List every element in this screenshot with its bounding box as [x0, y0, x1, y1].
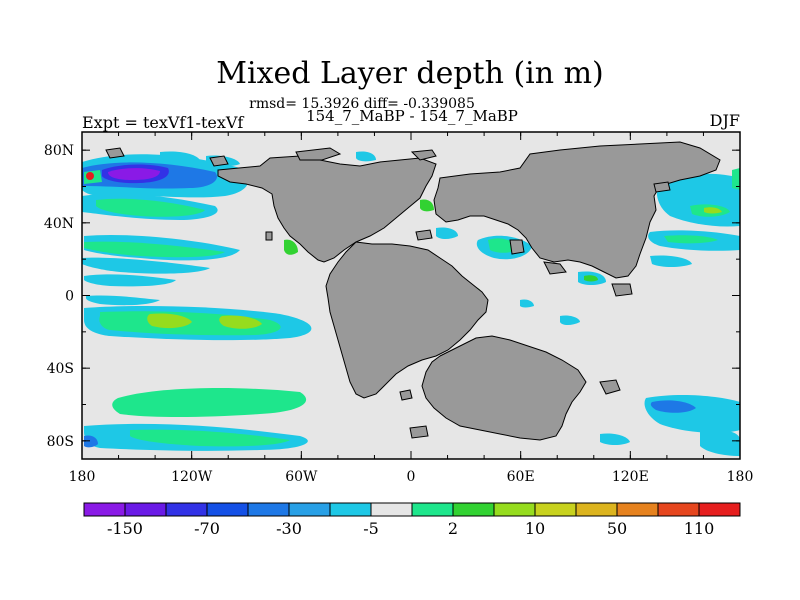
colorbar-label: 2 [448, 519, 458, 538]
colorbar-swatch [247, 502, 290, 517]
colorbar-swatch [370, 502, 413, 517]
anomaly-patch [219, 315, 262, 329]
colorbar-swatch [534, 502, 577, 517]
landmass-arctic-island [410, 149, 437, 161]
x-tick-label: 180 [727, 469, 754, 485]
anomaly-patch [84, 274, 176, 287]
anomaly-patch [700, 429, 740, 456]
anomaly-patch [560, 315, 580, 325]
landmass-arctic-island [209, 155, 229, 167]
anomaly-patch [86, 172, 94, 180]
y-tick-label: 80S [47, 434, 74, 450]
anomaly-patch [600, 433, 630, 445]
colorbar-swatch [411, 502, 454, 517]
landmass-north-america [217, 155, 437, 263]
landmass-island [611, 283, 633, 297]
map-panel [81, 131, 741, 460]
x-tick-label: 60W [285, 469, 318, 485]
landmass-island [509, 239, 525, 255]
season-label: DJF [710, 111, 740, 130]
colorbar-swatch [329, 502, 372, 517]
anomaly-patch [82, 257, 210, 274]
colorbar-label: 50 [607, 519, 627, 538]
anomaly-patch [96, 198, 205, 217]
anomaly-patch [130, 429, 290, 447]
x-tick-label: 60E [507, 469, 535, 485]
anomaly-patch [664, 235, 718, 244]
figure-title: Mixed Layer depth (in m) [216, 56, 604, 91]
x-tick-label: 180 [69, 469, 96, 485]
y-tick-label: 80N [44, 143, 74, 159]
anomaly-patch [420, 199, 434, 212]
anomaly-patch [86, 295, 160, 306]
colorbar-swatch [493, 502, 536, 517]
colorbar-label: 110 [684, 519, 715, 538]
stats-label: rmsd= 15.3926 diff= -0.339085 [249, 96, 475, 112]
anomaly-patch [160, 151, 200, 163]
landmass-island [599, 379, 621, 395]
landmass-island [543, 261, 567, 275]
landmass-island [653, 181, 671, 193]
colorbar-label: -30 [276, 519, 302, 538]
anomaly-patch [650, 255, 692, 267]
colorbar-swatch [698, 502, 741, 517]
colorbar-swatch [575, 502, 618, 517]
anomaly-patch [112, 388, 307, 417]
anomaly-patch [84, 241, 225, 258]
anomaly-patch [584, 275, 598, 282]
x-tick-label: 120E [612, 469, 649, 485]
map-axes: 180 120W 60W 0 60E 120E 180 80N 40N 0 40S 80S [44, 132, 753, 485]
landmass-island [409, 425, 429, 439]
landmass-eurasia [433, 141, 721, 279]
landmass-south-america [325, 241, 489, 399]
colorbar-label: -5 [363, 519, 379, 538]
anomaly-patch [520, 299, 534, 308]
colorbar-swatch [165, 502, 208, 517]
anomaly-patch [704, 207, 722, 214]
colorbar-swatch [657, 502, 700, 517]
y-tick-label: 40S [47, 361, 74, 377]
colorbar-swatch [124, 502, 167, 517]
colorbar-label: -150 [107, 519, 143, 538]
anomaly-patch [84, 435, 98, 448]
x-tick-label: 120W [171, 469, 213, 485]
anomaly-patch [650, 400, 696, 413]
anomaly-contours [82, 151, 740, 456]
landmass-arctic-island [295, 147, 342, 161]
colorbar-swatch [452, 502, 495, 517]
x-tick-label: 0 [407, 469, 416, 485]
colorbar: -150 -70 -30 -5 2 10 50 110 [83, 502, 741, 538]
land-masses [105, 141, 721, 441]
anomaly-patch [436, 227, 458, 239]
anomaly-patch [108, 168, 160, 180]
anomaly-patch [284, 239, 298, 255]
y-tick-label: 40N [44, 216, 74, 232]
colorbar-label: -70 [194, 519, 220, 538]
colorbar-swatch [83, 502, 126, 517]
colorbar-label: 10 [525, 519, 545, 538]
anomaly-patch [356, 151, 376, 162]
landmass-island [399, 389, 413, 401]
colorbar-swatch [288, 502, 331, 517]
colorbar-swatch [206, 502, 249, 517]
experiment-label: Expt = texVf1-texVf [82, 113, 244, 132]
colorbar-swatch [616, 502, 659, 517]
landmass-arctic-island [105, 147, 125, 159]
landmass-antarctica-block [421, 335, 587, 441]
y-tick-label: 0 [65, 289, 74, 305]
anomaly-patch [147, 313, 192, 329]
anomaly-patch [732, 168, 740, 190]
landmass-island [415, 229, 433, 241]
landmass-island [265, 231, 273, 241]
subtitle: 154_7_MaBP - 154_7_MaBP [306, 107, 518, 125]
